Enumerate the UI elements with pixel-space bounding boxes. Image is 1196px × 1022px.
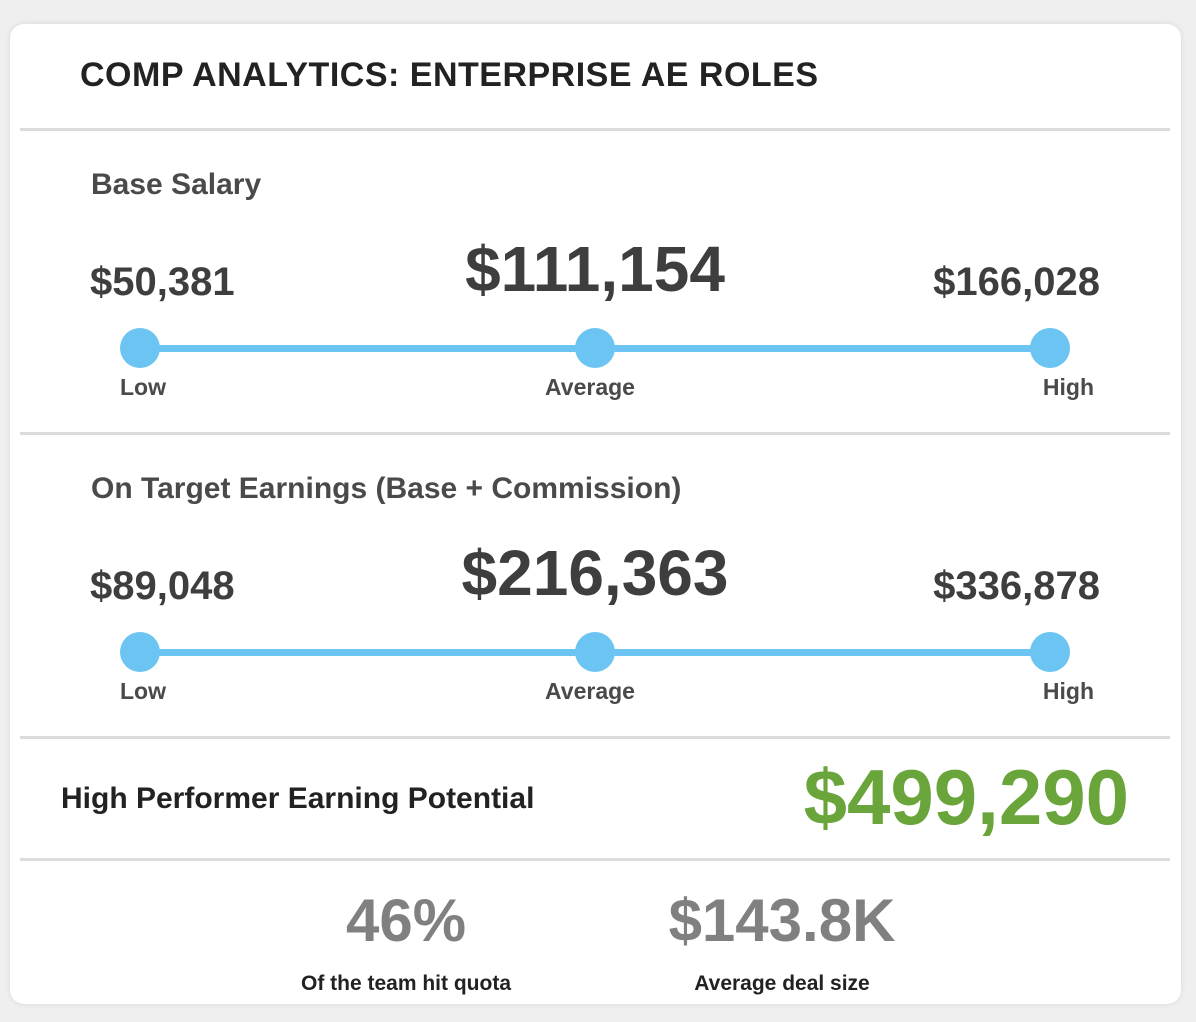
ote-high-value: $336,878 [933, 564, 1100, 608]
stat-quota-caption: Of the team hit quota [301, 972, 511, 995]
base-salary-high-marker [1030, 328, 1070, 368]
stat-quota-value: 46% [345, 887, 467, 954]
ote-heading: On Target Earnings (Base + Commission) [91, 472, 682, 505]
ote-high-marker [1030, 632, 1070, 672]
base-salary-average-label: Average [545, 374, 635, 400]
divider-title [20, 128, 1170, 131]
ote-average-marker [575, 632, 615, 672]
comp-analytics-card: COMP ANALYTICS: ENTERPRISE AE ROLES Base… [10, 24, 1181, 1004]
base-salary-low-marker [120, 328, 160, 368]
card-title: COMP ANALYTICS: ENTERPRISE AE ROLES [80, 56, 819, 94]
base-salary-high-label: High [1042, 374, 1094, 400]
base-salary-heading: Base Salary [91, 168, 262, 201]
ote-average-label: Average [545, 678, 635, 704]
stat-deal-size-caption: Average deal size [694, 972, 870, 995]
ote-low-marker [120, 632, 160, 672]
ote-low-value: $89,048 [90, 564, 235, 608]
base-salary-average-value: $111,154 [465, 233, 725, 305]
stat-deal-size-value: $143.8K [668, 887, 896, 954]
base-salary-high-value: $166,028 [933, 260, 1100, 304]
divider-ote [20, 736, 1170, 739]
base-salary-low-value: $50,381 [90, 260, 235, 304]
base-salary-average-marker [575, 328, 615, 368]
divider-high-performer [20, 858, 1170, 861]
ote-low-label: Low [120, 678, 166, 704]
ote-high-label: High [1042, 678, 1094, 704]
ote-average-value: $216,363 [461, 537, 729, 609]
high-performer-value: $499,290 [803, 753, 1129, 841]
high-performer-label: High Performer Earning Potential [61, 782, 535, 815]
divider-base-salary [20, 432, 1170, 435]
base-salary-low-label: Low [120, 374, 166, 400]
